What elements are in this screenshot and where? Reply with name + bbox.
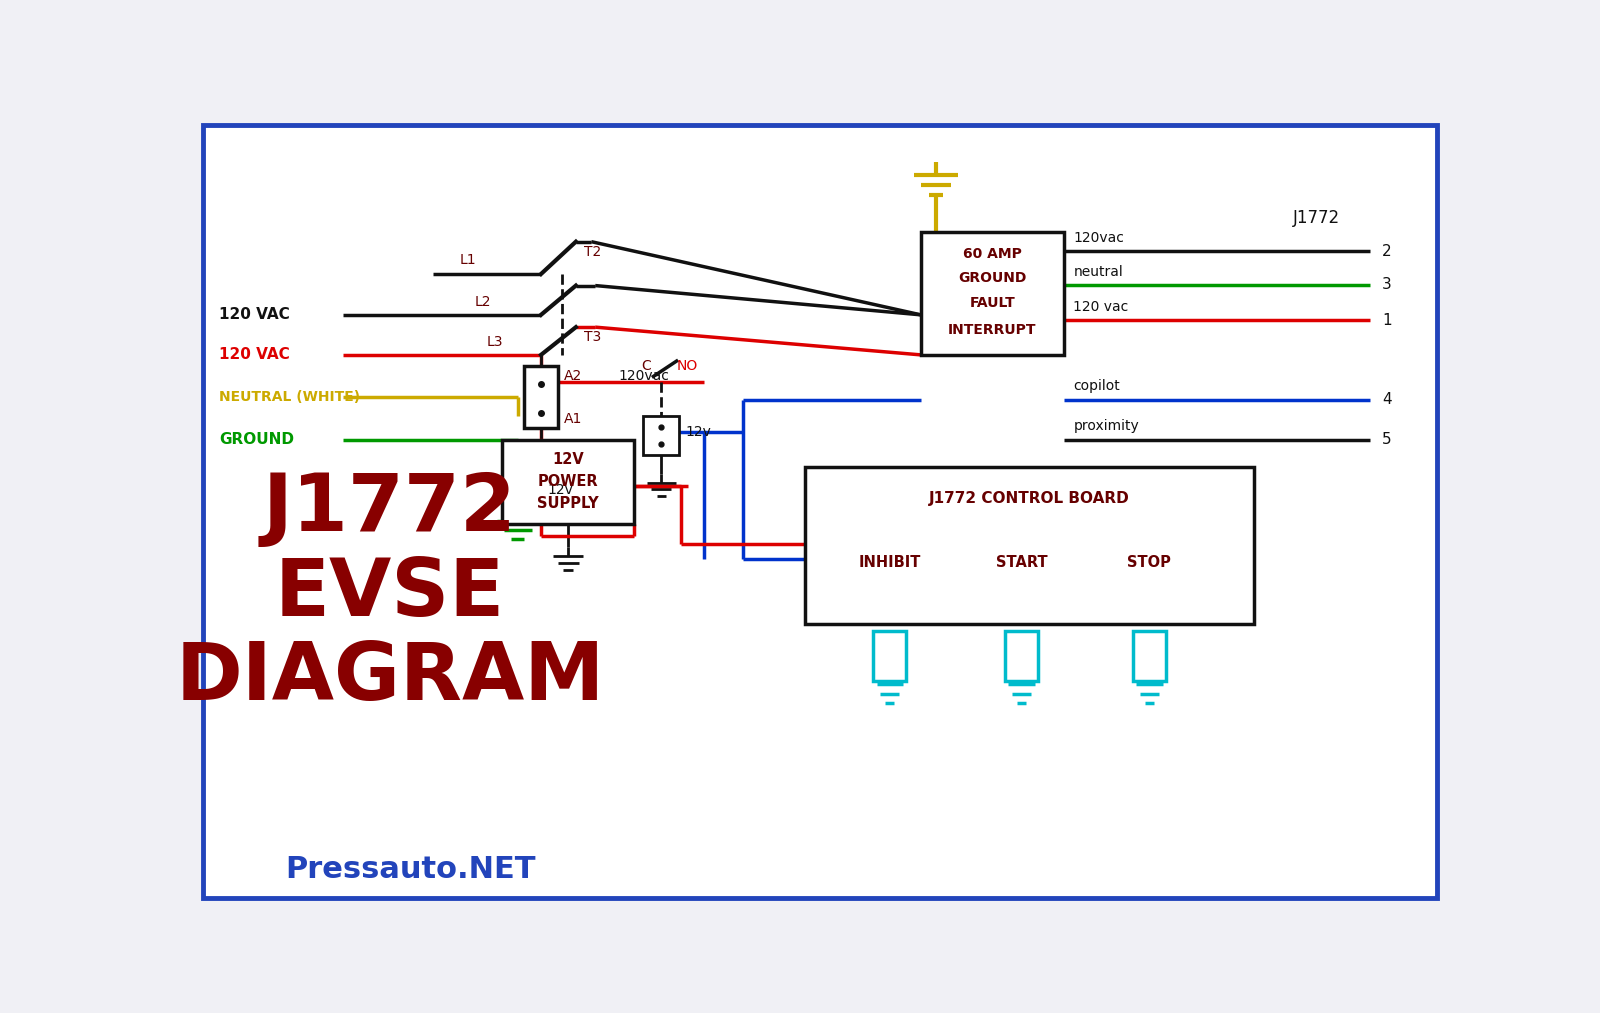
Text: SUPPLY: SUPPLY <box>538 496 598 512</box>
Bar <box>874 630 906 681</box>
Text: T2: T2 <box>584 245 602 259</box>
Text: C: C <box>642 360 651 374</box>
Bar <box>502 440 634 525</box>
Text: 120 vac: 120 vac <box>1074 300 1128 314</box>
Text: 120vac: 120vac <box>1074 231 1125 244</box>
Text: FAULT: FAULT <box>970 296 1016 310</box>
Text: INTERRUPT: INTERRUPT <box>949 323 1037 337</box>
Text: 1: 1 <box>1382 313 1392 328</box>
Text: GROUND: GROUND <box>219 433 294 447</box>
Text: 5: 5 <box>1382 433 1392 447</box>
Bar <box>920 232 1064 355</box>
Text: GROUND: GROUND <box>958 271 1027 286</box>
Text: J1772 CONTROL BOARD: J1772 CONTROL BOARD <box>930 491 1130 506</box>
Text: 12V: 12V <box>552 453 584 467</box>
Text: T3: T3 <box>584 330 602 344</box>
Bar <box>1133 630 1166 681</box>
Text: 120 VAC: 120 VAC <box>219 307 290 322</box>
Bar <box>805 467 1254 624</box>
Text: INHIBIT: INHIBIT <box>859 555 922 570</box>
Text: POWER: POWER <box>538 474 598 489</box>
Text: L3: L3 <box>486 334 504 348</box>
Text: 120 VAC: 120 VAC <box>219 347 290 363</box>
Bar <box>1005 630 1038 681</box>
Text: NO: NO <box>677 360 698 374</box>
Text: copilot: copilot <box>1074 380 1120 393</box>
Text: NEUTRAL (WHITE): NEUTRAL (WHITE) <box>219 390 360 404</box>
Text: L1: L1 <box>459 253 477 267</box>
Text: J1772: J1772 <box>262 470 517 548</box>
Text: STOP: STOP <box>1128 555 1171 570</box>
Text: 3: 3 <box>1382 278 1392 292</box>
Text: A2: A2 <box>565 369 582 383</box>
Text: 4: 4 <box>1382 392 1392 407</box>
Text: START: START <box>995 555 1048 570</box>
Text: 12v: 12v <box>547 482 573 496</box>
Text: DIAGRAM: DIAGRAM <box>176 639 605 717</box>
Text: neutral: neutral <box>1074 264 1123 279</box>
Text: 120vac: 120vac <box>619 370 669 384</box>
Text: proximity: proximity <box>1074 419 1139 434</box>
Bar <box>643 416 678 455</box>
Text: 60 AMP: 60 AMP <box>963 247 1022 260</box>
Text: A1: A1 <box>565 411 582 425</box>
Text: 12v: 12v <box>685 424 710 439</box>
Text: 2: 2 <box>1382 244 1392 259</box>
Text: J1772: J1772 <box>1293 209 1339 227</box>
Bar <box>523 367 558 428</box>
Text: Pressauto.NET: Pressauto.NET <box>285 855 536 883</box>
FancyBboxPatch shape <box>203 125 1437 899</box>
Text: EVSE: EVSE <box>275 554 506 632</box>
Text: L2: L2 <box>475 295 491 309</box>
